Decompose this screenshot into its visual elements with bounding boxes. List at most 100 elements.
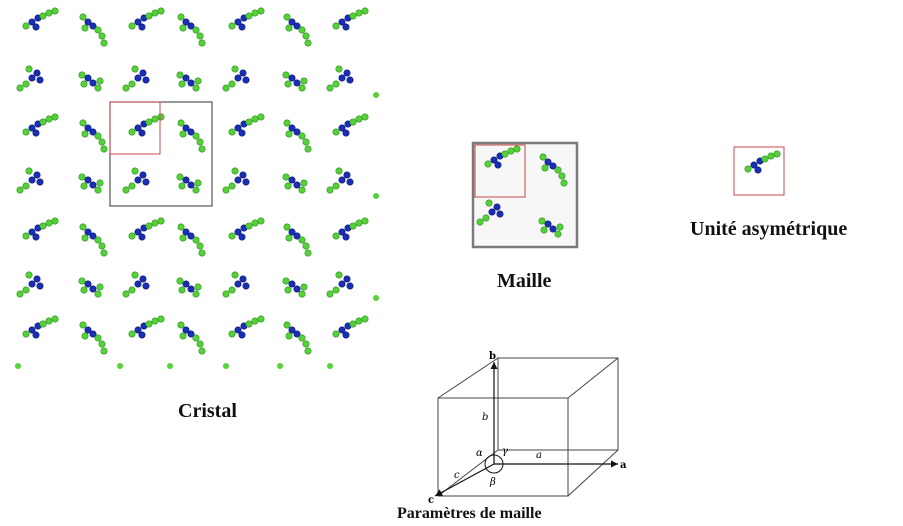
crystal-molecule [122, 65, 150, 92]
cell-parameters-diagram: b a c b a c α γ β [428, 351, 627, 506]
crystal-molecule [16, 65, 44, 92]
blue-atom [234, 176, 242, 184]
green-atom [335, 65, 343, 73]
green-atom [157, 217, 165, 225]
green-atom [22, 330, 30, 338]
blue-atom [338, 74, 346, 82]
green-atom [349, 320, 357, 328]
green-atom [282, 71, 290, 79]
blue-atom [544, 158, 552, 166]
green-atom [332, 22, 340, 30]
blue-atom [234, 124, 242, 132]
green-atom [361, 113, 369, 121]
green-atom [556, 223, 564, 231]
blue-atom [293, 330, 301, 338]
green-atom [94, 334, 102, 342]
blue-atom [28, 326, 36, 334]
blue-atom [288, 228, 296, 236]
green-atom [298, 132, 306, 140]
crystal-molecule [78, 277, 104, 298]
blue-atom [32, 233, 40, 241]
green-atom [98, 242, 106, 250]
green-atom [332, 182, 340, 190]
blue-atom [288, 326, 296, 334]
green-atom [131, 167, 139, 175]
green-atom [501, 150, 509, 158]
green-atom [283, 321, 291, 329]
green-atom [179, 24, 187, 32]
green-atom [540, 226, 548, 234]
green-atom [558, 172, 566, 180]
green-atom [335, 271, 343, 279]
green-atom [284, 80, 292, 88]
green-atom [151, 115, 159, 123]
green-atom [122, 290, 130, 298]
blue-atom [346, 282, 354, 290]
green-atom [302, 138, 310, 146]
green-atom [179, 130, 187, 138]
green-atom [222, 290, 230, 298]
blue-atom [187, 128, 195, 136]
green-atom [257, 217, 265, 225]
blue-atom [234, 18, 242, 26]
green-atom [145, 222, 153, 230]
edge-atom [373, 295, 379, 301]
crystal-molecule [326, 65, 354, 92]
blue-atom [750, 161, 758, 169]
crystal-molecule [16, 271, 44, 298]
green-atom [251, 9, 259, 17]
green-atom [513, 145, 521, 153]
blue-atom [182, 18, 190, 26]
blue-atom [242, 76, 250, 84]
green-atom [251, 317, 259, 325]
green-atom [25, 65, 33, 73]
green-atom [298, 290, 306, 298]
blue-atom [134, 326, 142, 334]
green-atom [194, 179, 202, 187]
crystal-molecule [16, 167, 44, 194]
blue-atom [488, 208, 496, 216]
green-atom [45, 9, 53, 17]
crystal-molecule [128, 7, 165, 31]
crystal-molecule [332, 217, 369, 241]
crystal-molecule [222, 65, 250, 92]
green-atom [355, 115, 363, 123]
green-atom [128, 22, 136, 30]
green-atom [94, 186, 102, 194]
blue-atom [139, 275, 147, 283]
blue-atom [293, 285, 301, 293]
asym-molecule [744, 150, 781, 174]
green-atom [79, 223, 87, 231]
green-atom [560, 179, 568, 187]
blue-atom [239, 171, 247, 179]
blue-atom [238, 331, 246, 339]
green-atom [332, 128, 340, 136]
green-atom [22, 80, 30, 88]
blue-atom [288, 124, 296, 132]
blue-atom [293, 79, 301, 87]
blue-atom [343, 69, 351, 77]
green-atom [554, 230, 562, 238]
green-atom [78, 277, 86, 285]
green-atom [304, 249, 312, 257]
green-atom [16, 84, 24, 92]
crystal-molecule [122, 167, 150, 194]
green-atom [326, 84, 334, 92]
green-atom [39, 222, 47, 230]
green-atom [151, 9, 159, 17]
green-atom [176, 71, 184, 79]
blue-atom [293, 232, 301, 240]
blue-atom [134, 228, 142, 236]
green-atom [45, 317, 53, 325]
green-atom [78, 173, 86, 181]
blue-atom [28, 176, 36, 184]
green-atom [198, 39, 206, 47]
blue-atom [138, 233, 146, 241]
green-atom [245, 222, 253, 230]
blue-atom [142, 178, 150, 186]
green-atom [245, 320, 253, 328]
green-atom [231, 167, 239, 175]
green-atom [151, 219, 159, 227]
blue-atom [288, 74, 296, 82]
green-atom [79, 13, 87, 21]
